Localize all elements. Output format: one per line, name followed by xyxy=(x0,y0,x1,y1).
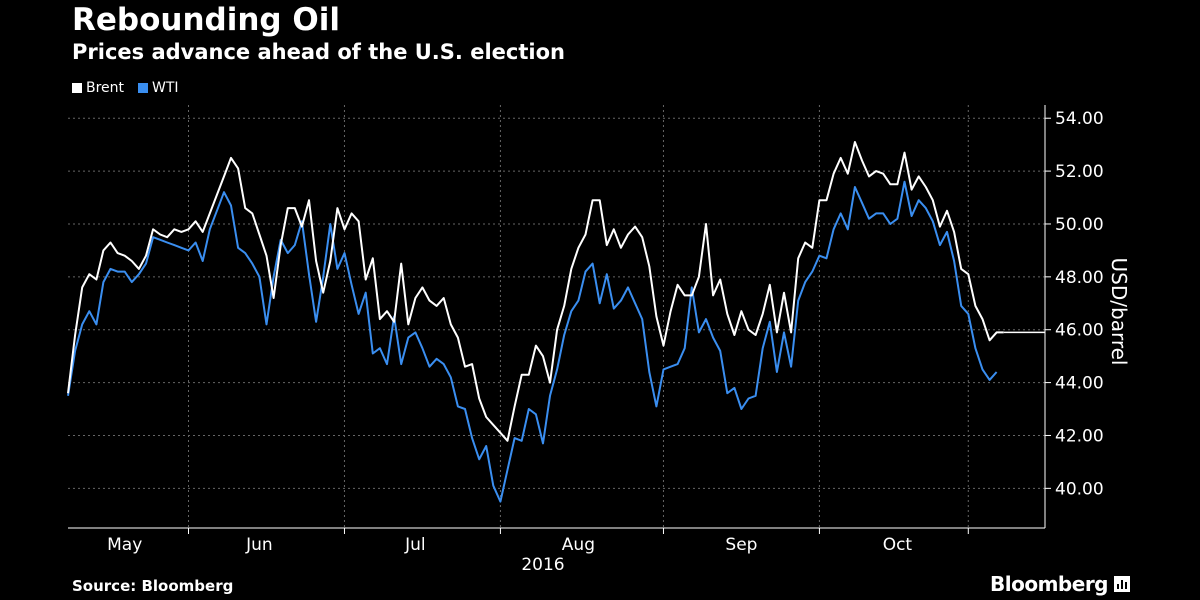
series-line-brent xyxy=(67,141,1004,442)
y-tick-label: 54.00 xyxy=(1055,109,1104,129)
y-tick-label: 52.00 xyxy=(1055,162,1104,182)
brand-logo: Bloomberg xyxy=(990,572,1130,596)
chart-subtitle: Prices advance ahead of the U.S. electio… xyxy=(72,40,565,64)
brand-name: Bloomberg xyxy=(990,572,1108,596)
y-axis-title: USD/barrel xyxy=(1107,258,1131,366)
x-tick-label: Sep xyxy=(725,535,757,555)
y-tick-label: 50.00 xyxy=(1055,215,1104,235)
x-tick-label: Jul xyxy=(404,535,426,555)
y-tick-label: 48.00 xyxy=(1055,268,1104,288)
legend-item-brent: Brent xyxy=(72,80,124,96)
source-note: Source: Bloomberg xyxy=(72,577,234,595)
y-tick-label: 46.00 xyxy=(1055,321,1104,341)
legend-item-wti: WTI xyxy=(138,80,179,96)
legend-swatch-wti xyxy=(138,83,149,93)
legend-swatch-brent xyxy=(72,83,82,93)
x-tick-label: Aug xyxy=(562,535,595,555)
x-tick-label: May xyxy=(107,535,142,555)
series-line-wti xyxy=(67,180,998,503)
legend-label-brent: Brent xyxy=(86,80,125,96)
legend: Brent WTI xyxy=(72,80,179,96)
x-year-label: 2016 xyxy=(521,555,564,575)
legend-label-wti: WTI xyxy=(152,80,179,96)
chart-title: Rebounding Oil xyxy=(72,2,340,38)
y-tick-label: 44.00 xyxy=(1055,374,1104,394)
x-tick-label: Jun xyxy=(245,535,273,555)
y-tick-label: 42.00 xyxy=(1055,426,1104,446)
x-tick-label: Oct xyxy=(883,535,913,555)
bar-chart-icon xyxy=(1114,576,1130,592)
y-tick-label: 40.00 xyxy=(1055,479,1104,499)
